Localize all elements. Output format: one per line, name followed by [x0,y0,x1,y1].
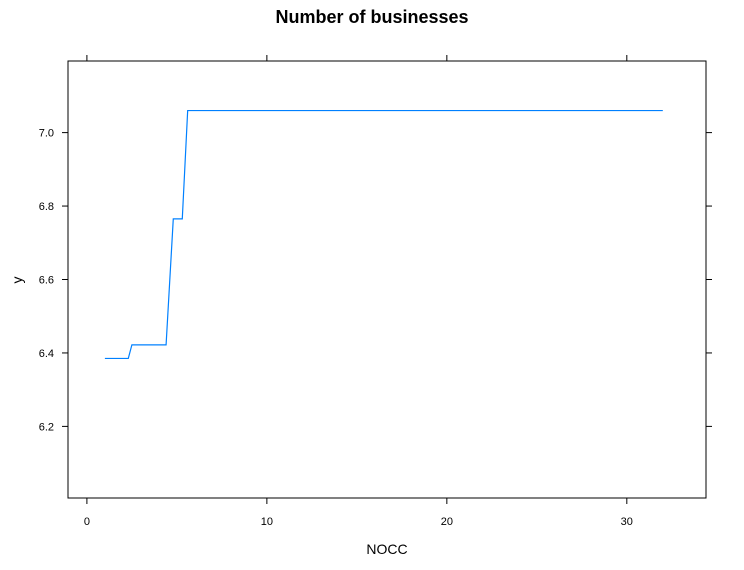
x-tick-label: 20 [441,516,453,528]
x-tick-label: 0 [84,516,90,528]
y-tick-label: 6.6 [39,275,54,287]
plot-frame [67,60,707,499]
y-tick-label: 6.2 [39,421,54,433]
tick-labels: 0 10 20 30 6.2 6.4 6.6 6.8 7.0 [39,128,633,528]
chart-title: Number of businesses [275,7,468,27]
x-tick-label: 10 [261,516,273,528]
y-tick-label: 6.4 [39,348,54,360]
ticks [62,55,712,504]
y-axis-label: y [9,277,25,284]
x-tick-label: 30 [621,516,633,528]
y-tick-label: 6.8 [39,201,54,213]
y-tick-label: 7.0 [39,128,54,140]
series-line [104,109,663,360]
x-axis-label: NOCC [366,541,407,557]
